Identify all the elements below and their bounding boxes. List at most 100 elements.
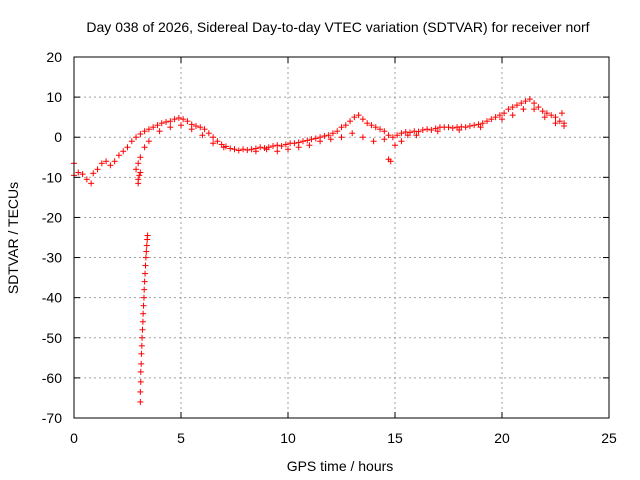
data-point-marker: [143, 242, 150, 249]
data-point-marker: [135, 176, 142, 183]
x-tick-label: 5: [177, 430, 185, 446]
data-point-marker: [274, 148, 281, 155]
data-point-marker: [484, 118, 491, 125]
data-point-marker: [466, 122, 473, 129]
data-point-marker: [235, 147, 242, 154]
plot-frame: [73, 56, 610, 419]
data-point-marker: [139, 326, 146, 333]
data-point-marker: [88, 180, 95, 187]
data-point-marker: [321, 133, 328, 140]
data-point-marker: [167, 118, 174, 125]
data-point-marker: [556, 118, 563, 125]
data-point-marker: [79, 171, 86, 178]
data-point-marker: [138, 342, 145, 349]
data-point-marker: [124, 144, 131, 151]
data-point-marker: [205, 130, 212, 137]
x-axis-label: GPS time / hours: [287, 458, 394, 474]
data-point-marker: [539, 108, 546, 115]
data-point-marker: [98, 160, 105, 167]
data-point-marker: [404, 132, 411, 139]
data-point-marker: [274, 142, 281, 149]
data-point-marker: [419, 127, 426, 134]
x-tick-label: 15: [387, 430, 403, 446]
data-point-marker: [167, 124, 174, 131]
data-point-marker: [456, 127, 463, 134]
data-point-marker: [137, 154, 144, 161]
data-point-marker: [227, 145, 234, 152]
data-point-marker: [342, 122, 349, 129]
data-point-marker: [449, 124, 456, 131]
data-point-marker: [308, 136, 315, 143]
data-point-marker: [154, 122, 161, 129]
data-point-marker: [75, 169, 82, 176]
data-point-marker: [171, 116, 178, 123]
data-point-marker: [158, 120, 165, 127]
data-point-marker: [83, 176, 90, 183]
data-point-marker: [349, 130, 356, 137]
x-tick-label: 10: [280, 430, 296, 446]
data-point-marker: [141, 128, 148, 135]
data-point-marker: [140, 310, 147, 317]
data-point-marker: [364, 120, 371, 127]
data-point-marker: [355, 112, 362, 119]
data-point-marker: [548, 112, 555, 119]
data-point-marker: [488, 116, 495, 123]
chart-title: Day 038 of 2026, Sidereal Day-to-day VTE…: [86, 19, 589, 35]
data-point-marker: [90, 170, 97, 177]
data-point-marker: [178, 122, 184, 129]
data-point-marker: [138, 360, 145, 367]
data-point-marker: [199, 132, 206, 139]
data-point-marker: [501, 110, 508, 117]
data-point-marker: [552, 114, 559, 121]
x-tick-label: 0: [70, 430, 78, 446]
data-point-marker: [291, 140, 298, 147]
data-point-marker: [526, 96, 533, 103]
data-point-marker: [197, 124, 204, 131]
data-point-marker: [142, 254, 149, 261]
data-point-marker: [398, 130, 405, 137]
data-point-marker: [285, 146, 291, 153]
data-point-marker: [381, 128, 388, 135]
y-tick-label: -40: [42, 290, 62, 306]
data-point-marker: [244, 147, 251, 154]
data-point-marker: [394, 132, 401, 139]
y-tick-label: -30: [42, 250, 62, 266]
data-point-marker: [156, 128, 163, 135]
y-tick-label: 10: [46, 89, 62, 105]
data-point-marker: [282, 141, 289, 148]
data-point-marker: [499, 116, 505, 123]
data-point-marker: [115, 152, 122, 159]
data-point-marker: [214, 138, 221, 145]
y-tick-label: 0: [54, 129, 62, 145]
data-point-marker: [531, 106, 538, 113]
data-point-marker: [304, 137, 311, 144]
data-point-marker: [137, 378, 144, 385]
data-point-marker: [220, 144, 227, 151]
y-tick-label: -10: [42, 169, 62, 185]
data-point-marker: [312, 135, 319, 142]
data-point-marker: [150, 124, 157, 131]
data-point-marker: [543, 110, 550, 117]
data-point-marker: [141, 144, 148, 151]
data-point-marker: [531, 100, 538, 107]
data-point-marker: [252, 148, 259, 155]
data-point-marker: [111, 158, 118, 165]
data-point-marker: [278, 143, 285, 150]
data-point-marker: [415, 128, 422, 135]
data-point-marker: [317, 138, 324, 145]
data-point-marker: [479, 120, 486, 127]
data-point-marker: [477, 124, 484, 131]
data-point-marker: [387, 158, 394, 165]
y-tick-label: 20: [46, 49, 62, 65]
data-point-marker: [338, 134, 345, 141]
data-point-marker: [128, 138, 135, 145]
data-point-marker: [137, 368, 144, 375]
data-point-marker: [445, 124, 452, 131]
data-point-marker: [137, 388, 144, 395]
data-point-marker: [505, 106, 512, 113]
data-point-marker: [163, 118, 170, 125]
y-tick-label: -20: [42, 209, 62, 225]
data-point-marker: [428, 127, 435, 134]
data-point-marker: [138, 350, 145, 357]
data-point-marker: [329, 130, 336, 137]
